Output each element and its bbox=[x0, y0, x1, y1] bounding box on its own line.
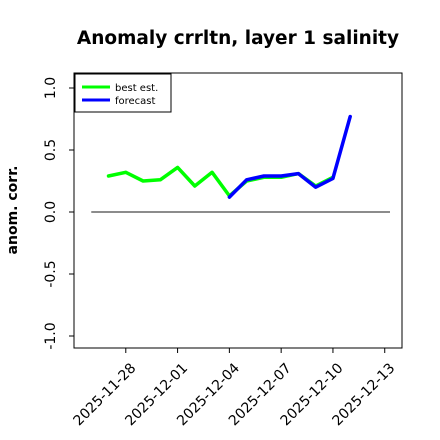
y-tick-label: -0.5 bbox=[43, 260, 59, 287]
legend-label-best-est: best est. bbox=[115, 83, 158, 94]
series-line-forecast bbox=[227, 114, 352, 199]
y-tick-label: 0.5 bbox=[43, 139, 59, 161]
plot-frame bbox=[73, 72, 403, 349]
legend-label-forecast: forecast bbox=[115, 96, 156, 107]
chart-title: Anomaly crrltn, layer 1 salinity bbox=[77, 28, 399, 49]
y-axis-label: anom. corr. bbox=[5, 166, 21, 255]
y-tick-label: -1.0 bbox=[43, 322, 59, 349]
legend-box bbox=[74, 73, 172, 113]
legend: best est. forecast bbox=[74, 73, 172, 113]
y-tick-label: 0.0 bbox=[43, 201, 59, 223]
series-line-best-est bbox=[106, 165, 335, 198]
y-tick-label: 1.0 bbox=[43, 77, 59, 99]
